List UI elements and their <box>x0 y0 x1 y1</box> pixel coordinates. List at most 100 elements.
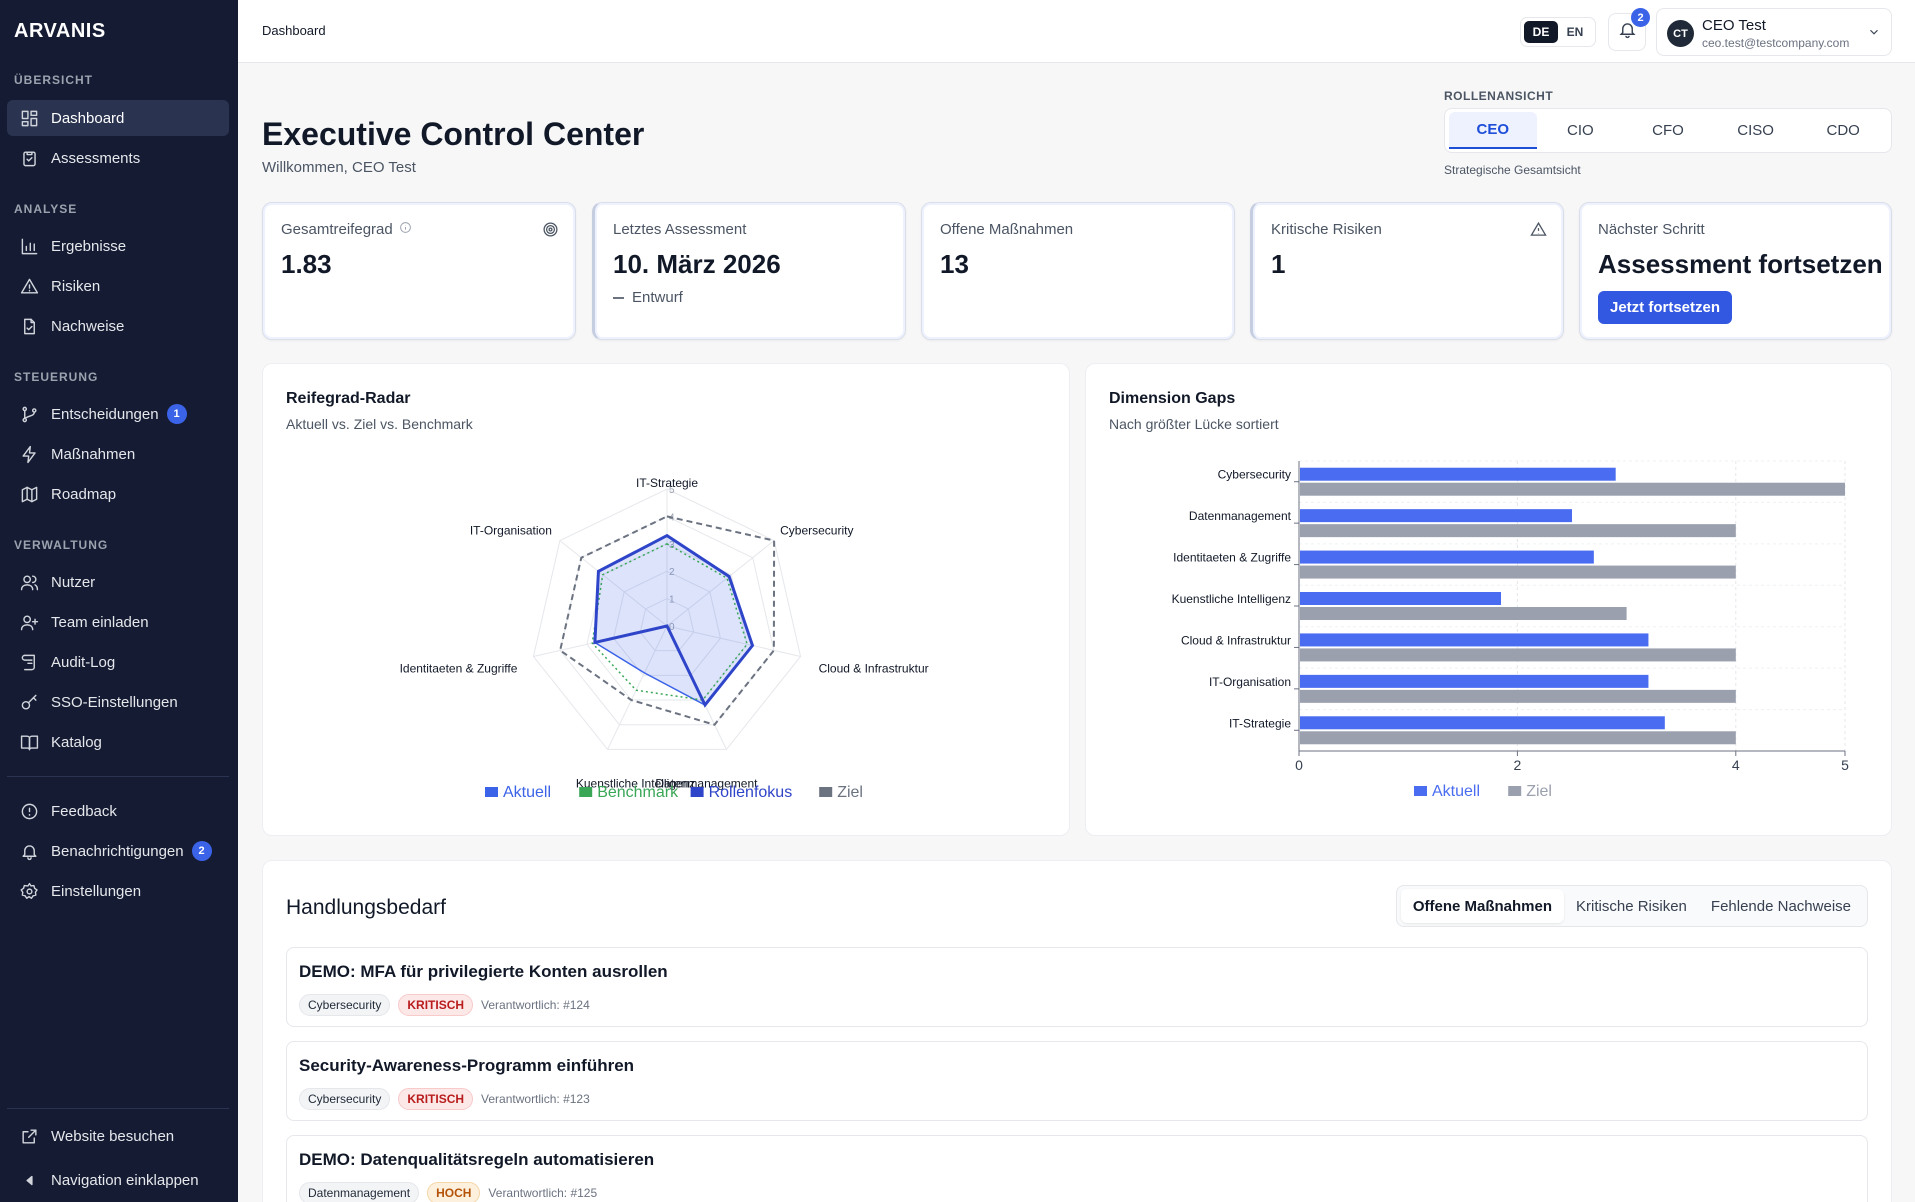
list-item[interactable]: DEMO: MFA für privilegierte Konten ausro… <box>286 947 1868 1027</box>
bar-ziel <box>1300 731 1736 745</box>
category-label: Cloud & Infrastruktur <box>1181 633 1291 647</box>
x-tick-label: 0 <box>1295 757 1303 773</box>
legend-label: Benchmark <box>597 784 679 801</box>
sidebar-item-label: Feedback <box>51 802 117 820</box>
bar-aktuell <box>1300 509 1572 523</box>
category-tag: Datenmanagement <box>299 1182 420 1202</box>
sidebar-item-label: Maßnahmen <box>51 445 136 463</box>
sidebar-item-collapse[interactable]: Navigation einklappen <box>7 1162 229 1198</box>
continue-button[interactable]: Jetzt fortsetzen <box>1598 291 1733 324</box>
owner-text: Verantwortlich: #125 <box>488 1186 598 1200</box>
item-tags: Cybersecurity KRITISCH Verantwortlich: #… <box>299 1088 590 1110</box>
sidebar-item-label: Assessments <box>51 149 141 167</box>
bell-icon <box>19 841 39 861</box>
sidebar-item-feedback[interactable]: Feedback <box>7 793 229 829</box>
role-tab-cio[interactable]: CIO <box>1567 122 1594 139</box>
legend-label: Aktuell <box>503 784 551 801</box>
sidebar-item-measures[interactable]: Maßnahmen <box>7 436 229 472</box>
sidebar-item-audit-log[interactable]: Audit-Log <box>7 644 229 680</box>
bar-aktuell <box>1300 550 1594 564</box>
notification-count-badge: 2 <box>1631 8 1650 27</box>
kpi-status: Entwurf <box>613 289 683 306</box>
radar-spoke <box>666 540 775 627</box>
role-tab-cdo[interactable]: CDO <box>1826 122 1860 139</box>
sidebar-item-label: Entscheidungen <box>51 405 159 423</box>
target-icon <box>542 221 559 238</box>
radar-axis-label: Identitaeten & Zugriffe <box>400 661 518 675</box>
radar-axis-label: IT-Organisation <box>470 524 552 538</box>
sidebar-item-label: Nachweise <box>51 317 125 335</box>
caret-left-icon <box>19 1170 39 1190</box>
kpi-critical-risks-value: 1 <box>1271 249 1286 279</box>
action-title: Handlungsbedarf <box>286 896 446 919</box>
legend-label: Ziel <box>1526 783 1552 800</box>
sidebar-item-settings[interactable]: Einstellungen <box>7 873 229 909</box>
lang-en-button[interactable]: EN <box>1566 25 1584 39</box>
kpi-open-measures-card[interactable]: Offene Maßnahmen 13 <box>921 202 1235 340</box>
radar-grid-ring <box>559 515 775 726</box>
lang-de-button[interactable]: DE <box>1524 21 1558 43</box>
kpi-label: Nächster Schritt <box>1598 221 1705 238</box>
topbar: Dashboard DE EN 2 CT CEO Test ceo.test@t… <box>238 0 1915 63</box>
sidebar-item-sso[interactable]: SSO-Einstellungen <box>7 684 229 720</box>
sidebar-item-website[interactable]: Website besuchen <box>7 1118 229 1154</box>
sidebar-item-users[interactable]: Nutzer <box>7 564 229 600</box>
user-menu[interactable]: CT CEO Test ceo.test@testcompany.com <box>1656 8 1892 56</box>
sidebar-item-notifications[interactable]: Benachrichtigungen 2 <box>7 833 229 869</box>
tab-open-measures[interactable]: Offene Maßnahmen <box>1400 889 1565 923</box>
book-open-icon <box>19 732 39 752</box>
radar-tick-label: 5 <box>669 485 675 496</box>
bar-aktuell <box>1300 674 1649 688</box>
status-text: Entwurf <box>632 289 683 306</box>
sidebar-item-risks[interactable]: Risiken <box>7 268 229 304</box>
bar-aktuell <box>1300 592 1502 605</box>
sidebar-item-roadmap[interactable]: Roadmap <box>7 476 229 512</box>
sidebar-item-label: Roadmap <box>51 485 117 503</box>
legend-label: Ziel <box>837 784 863 801</box>
x-tick-label: 5 <box>1841 757 1849 773</box>
scroll-icon <box>19 652 39 672</box>
notifications-button[interactable]: 2 <box>1608 8 1650 51</box>
sidebar-item-invite[interactable]: Team einladen <box>7 604 229 640</box>
radar-tick-label: 2 <box>669 567 675 578</box>
bar-ziel <box>1300 648 1736 662</box>
role-tab-ceo[interactable]: CEO <box>1449 112 1537 149</box>
kpi-label: Letztes Assessment <box>613 221 747 238</box>
list-item[interactable]: DEMO: Datenqualitätsregeln automatisiere… <box>286 1135 1868 1202</box>
sidebar-item-label: Audit-Log <box>51 653 116 671</box>
sidebar-item-results[interactable]: Ergebnisse <box>7 228 229 264</box>
user-name: CEO Test <box>1702 17 1766 34</box>
role-tab-ciso[interactable]: CISO <box>1737 122 1774 139</box>
role-tab-cfo[interactable]: CFO <box>1652 122 1684 139</box>
kpi-last-assessment-value: 10. März 2026 <box>613 249 781 279</box>
radar-tick-label: 3 <box>669 540 675 551</box>
sidebar-item-dashboard[interactable]: Dashboard <box>7 100 229 136</box>
bar-chart-icon <box>19 236 39 256</box>
item-tags: Datenmanagement HOCH Verantwortlich: #12… <box>299 1182 597 1202</box>
sidebar-item-label: Nutzer <box>51 573 96 591</box>
priority-badge: KRITISCH <box>398 1088 474 1110</box>
radar-spoke <box>666 625 801 657</box>
list-item[interactable]: Security-Awareness-Programm einführen Cy… <box>286 1041 1868 1121</box>
sidebar-item-assessments[interactable]: Assessments <box>7 140 229 176</box>
map-icon <box>19 484 39 504</box>
radar-panel: Reifegrad-Radar Aktuell vs. Ziel vs. Ben… <box>262 363 1070 836</box>
tab-critical-risks[interactable]: Kritische Risiken <box>1576 897 1687 915</box>
kpi-last-assessment-card[interactable]: Letztes Assessment 10. März 2026 Entwurf <box>592 202 906 340</box>
breadcrumb[interactable]: Dashboard <box>262 23 326 38</box>
kpi-maturity-card[interactable]: Gesamtreifegrad 1.83 <box>262 202 576 340</box>
kpi-critical-risks-card[interactable]: Kritische Risiken 1 <box>1250 202 1564 340</box>
legend-item-ziel: Ziel <box>819 784 863 801</box>
radar-axis-label: IT-Strategie <box>636 476 698 490</box>
radar-axis-label: Cloud & Infrastruktur <box>819 661 929 675</box>
sidebar-item-decisions[interactable]: Entscheidungen 1 <box>7 396 229 432</box>
key-icon <box>19 692 39 712</box>
sidebar-divider <box>7 776 229 777</box>
sidebar-item-catalog[interactable]: Katalog <box>7 724 229 760</box>
info-icon[interactable] <box>393 221 412 238</box>
sidebar-item-evidence[interactable]: Nachweise <box>7 308 229 344</box>
kpi-next-step-value: Assessment fortsetzen <box>1598 249 1883 279</box>
brand-logo[interactable]: ARVANIS <box>14 20 106 42</box>
tab-missing-evidence[interactable]: Fehlende Nachweise <box>1710 897 1851 915</box>
